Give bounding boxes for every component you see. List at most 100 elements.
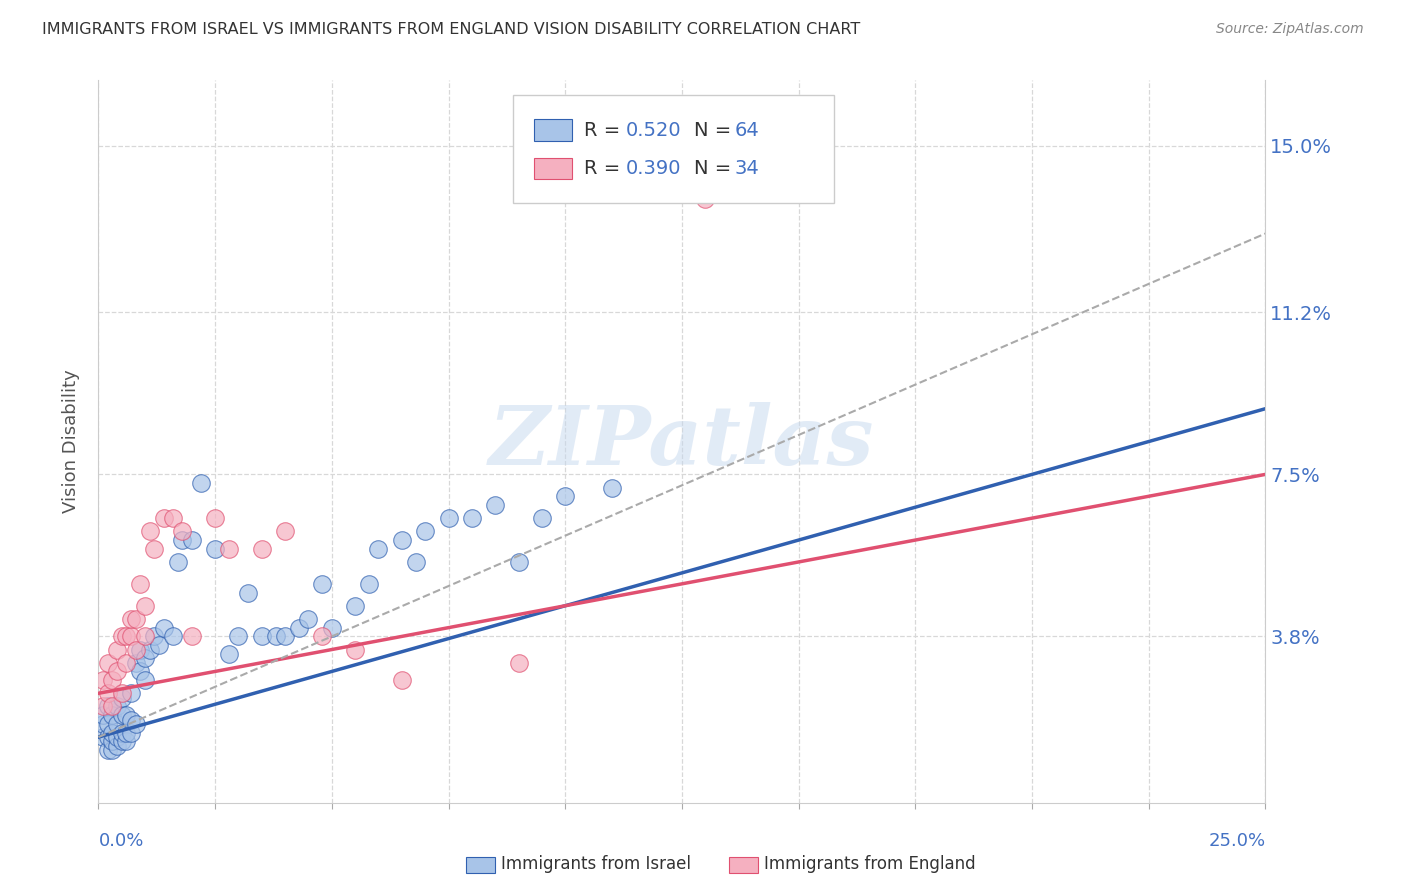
Point [180, 533, 202, 547]
Point [148, 638, 170, 652]
Point [204, 541, 226, 556]
Point [120, 629, 142, 643]
Point [250, 629, 273, 643]
Point [288, 621, 311, 635]
Text: Source: ZipAtlas.com: Source: ZipAtlas.com [1216, 22, 1364, 37]
Y-axis label: Vision Disability: Vision Disability [62, 369, 80, 514]
Point [105, 699, 128, 714]
Text: 25.0%: 25.0% [1208, 831, 1265, 850]
FancyBboxPatch shape [534, 120, 572, 141]
Text: Immigrants from Israel: Immigrants from Israel [501, 855, 690, 873]
Point [105, 642, 128, 657]
Point [111, 690, 134, 705]
Point [359, 577, 381, 591]
Point [166, 555, 188, 569]
Point [228, 629, 250, 643]
Point [91, 673, 114, 688]
Point [125, 717, 148, 731]
Point [134, 651, 156, 665]
Point [321, 621, 343, 635]
Point [115, 629, 138, 643]
Point [105, 717, 128, 731]
Point [105, 665, 128, 679]
Text: R =: R = [583, 159, 627, 178]
Point [115, 725, 138, 739]
Point [139, 524, 162, 539]
Point [508, 656, 530, 670]
Point [391, 533, 413, 547]
Point [274, 524, 297, 539]
Point [101, 673, 124, 688]
Point [101, 734, 124, 748]
Text: N =: N = [693, 159, 737, 178]
Point [125, 612, 148, 626]
Text: 64: 64 [734, 120, 759, 140]
Point [437, 511, 460, 525]
Text: 0.390: 0.390 [626, 159, 682, 178]
Text: R =: R = [583, 120, 627, 140]
Point [274, 629, 297, 643]
Point [129, 577, 152, 591]
Point [180, 629, 202, 643]
Point [105, 739, 128, 753]
Point [125, 656, 148, 670]
Point [129, 665, 152, 679]
Text: IMMIGRANTS FROM ISRAEL VS IMMIGRANTS FROM ENGLAND VISION DISABILITY CORRELATION : IMMIGRANTS FROM ISRAEL VS IMMIGRANTS FRO… [42, 22, 860, 37]
Point [152, 621, 174, 635]
Text: ZIPatlas: ZIPatlas [489, 401, 875, 482]
Point [120, 713, 142, 727]
Point [236, 585, 259, 599]
Text: 0.0%: 0.0% [98, 831, 143, 850]
Point [344, 642, 367, 657]
Text: 34: 34 [734, 159, 759, 178]
Point [120, 612, 142, 626]
Point [218, 647, 240, 661]
Point [101, 699, 124, 714]
Point [344, 599, 367, 613]
Point [111, 708, 134, 723]
Point [97, 717, 120, 731]
Point [97, 656, 120, 670]
Point [111, 686, 134, 700]
Point [484, 498, 506, 512]
Point [554, 489, 576, 503]
Point [461, 511, 484, 525]
Point [162, 511, 184, 525]
Point [97, 699, 120, 714]
Point [297, 612, 319, 626]
Point [91, 708, 114, 723]
Point [162, 629, 184, 643]
Point [405, 555, 427, 569]
Point [367, 541, 389, 556]
Point [391, 673, 413, 688]
Point [125, 642, 148, 657]
Point [115, 656, 138, 670]
Point [204, 511, 226, 525]
Point [91, 717, 114, 731]
Point [129, 642, 152, 657]
Point [91, 699, 114, 714]
Point [600, 481, 623, 495]
Point [134, 673, 156, 688]
FancyBboxPatch shape [728, 857, 758, 873]
Point [695, 192, 717, 206]
Text: N =: N = [693, 120, 737, 140]
Point [101, 743, 124, 757]
Point [172, 533, 194, 547]
Point [101, 708, 124, 723]
Point [97, 730, 120, 744]
Point [111, 725, 134, 739]
FancyBboxPatch shape [513, 95, 834, 203]
Point [120, 725, 142, 739]
Point [115, 734, 138, 748]
Point [115, 708, 138, 723]
Point [311, 577, 333, 591]
Text: 0.520: 0.520 [626, 120, 682, 140]
Point [190, 476, 212, 491]
Point [264, 629, 287, 643]
Point [508, 555, 530, 569]
Point [311, 629, 333, 643]
Point [143, 629, 166, 643]
Point [218, 541, 240, 556]
Text: Immigrants from England: Immigrants from England [763, 855, 976, 873]
